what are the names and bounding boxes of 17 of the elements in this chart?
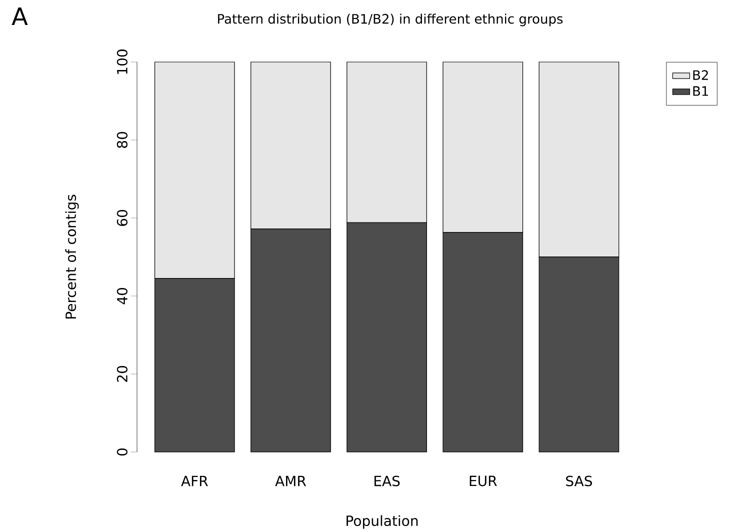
y-tick-label: 40 [116,288,128,304]
y-tick-label: 60 [116,210,128,226]
chart-title: Pattern distribution (B1/B2) in different ethnic groups [218,14,563,26]
x-tick-label: EAS [374,476,400,486]
y-tick-label: 20 [116,366,128,382]
x-tick-label: EUR [470,476,497,486]
x-tick-label: AFR [181,476,208,486]
x-tick-label: SAS [566,476,592,486]
y-tick-label: 0 [116,448,128,456]
legend-label: B1 [693,86,708,96]
x-axis-title: Population [346,515,418,529]
y-tick-label: 80 [116,132,128,148]
text: A [12,7,28,25]
legend-label: B2 [693,70,708,80]
y-tick-label: 100 [116,50,128,74]
x-tick-label: AMR [275,476,306,486]
y-axis-title: Percent of contigs [65,194,79,318]
